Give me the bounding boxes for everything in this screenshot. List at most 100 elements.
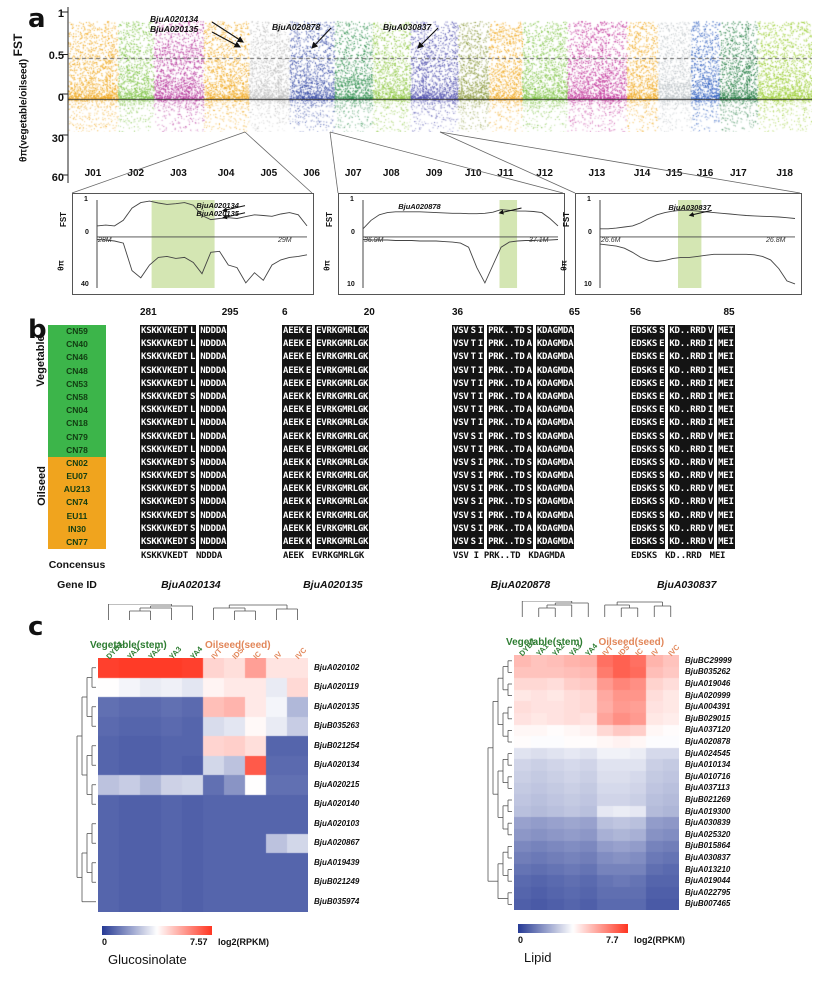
- alignment-gap: [312, 483, 316, 497]
- panel-a-selective-sweep: a FST θπ(vegetable/oilseed) 1 0.5 0 30 6…: [0, 0, 824, 305]
- alignment-seg-suffix: KDAGMDA: [535, 483, 575, 497]
- alignment-gap: [532, 443, 536, 457]
- alignment-row: VSV S I PRK..TD A KDAGMDA: [452, 522, 575, 536]
- chromosome-label-J10: J10: [464, 168, 482, 179]
- alignment-variant: E: [304, 325, 313, 339]
- inset-pi-curve: [96, 239, 308, 284]
- alignment-row: EDSKS S KD..RRD V MEI: [630, 496, 735, 510]
- alignment-seg-mid2: PRK..TD: [487, 509, 526, 523]
- heatmap-row-label-BjuA030837: BjuA030837: [685, 853, 731, 862]
- colorbar-min-lipid: 0: [518, 935, 524, 946]
- alignment-seg-mid: KD..RRD: [668, 338, 707, 352]
- accession-label-CN40: CN40: [48, 338, 106, 352]
- alignment-seg-mid1: I: [476, 483, 485, 497]
- inset-1-gene-label-BjuA020134: BjuA020134: [196, 201, 239, 210]
- alignment-gap: [665, 417, 669, 431]
- alignment-seg-mid: KD..RRD: [668, 430, 707, 444]
- alignment-gap: [312, 509, 316, 523]
- alignment-variant: E: [304, 351, 313, 365]
- heatmap-row-label-BjuA020102: BjuA020102: [314, 662, 360, 672]
- inset-pi-curve: [362, 239, 559, 284]
- alignment-gap: [665, 456, 669, 471]
- alignment-row: EDSKS E KD..RRD I MEI: [630, 364, 735, 378]
- alignment-seg-prefix: KSKKVKEDT: [140, 377, 189, 391]
- alignment-gap: [665, 351, 669, 365]
- alignment-variant-a: S: [469, 536, 477, 550]
- alignment-row: AEEK E EVRKGMRLGK: [282, 377, 370, 391]
- alignment-row: EDSKS E KD..RRD I MEI: [630, 338, 735, 352]
- alignment-seg-mid1: I: [476, 364, 485, 378]
- alignment-seg-suffix: KDAGMDA: [535, 325, 575, 339]
- alignment-gap: [714, 377, 718, 391]
- consensus-gap: [304, 549, 308, 564]
- chromosome-label-J02: J02: [127, 168, 145, 179]
- consensus-gap: [479, 549, 483, 564]
- alignment-seg-suffix: NDDDA: [199, 430, 228, 444]
- alignment-seg-mid1: I: [476, 377, 485, 391]
- alignment-seg-suffix: KDAGMDA: [535, 443, 575, 457]
- heatmap-row-label-BjuBC29999: BjuBC29999: [685, 655, 732, 665]
- alignment-variant-b: S: [525, 456, 533, 471]
- alignment-seg-mid2: PRK..TD: [487, 483, 526, 497]
- alignment-seg-prefix: VSV: [452, 377, 470, 391]
- alignment-row: AEEK E EVRKGMRLGK: [282, 443, 370, 457]
- manhattan-plot: [68, 12, 812, 132]
- alignment-seg-prefix: VSV: [452, 522, 470, 536]
- heatmap-group-label-vegetable-lipid: Vegetable(stem): [506, 637, 583, 648]
- chromosome-label-J04: J04: [217, 168, 235, 179]
- alignment-gap: [484, 522, 488, 536]
- alignment-gap: [532, 456, 536, 471]
- alignment-seg-suffix: EVRKGMRLGK: [315, 377, 370, 391]
- alignment-gap: [532, 417, 536, 431]
- consensus-gap: [307, 549, 311, 564]
- alignment-gap: [312, 404, 316, 418]
- chromosome-label-J13: J13: [588, 168, 606, 179]
- alignment-row: KSKKVKEDT S NDDDA: [140, 470, 228, 484]
- alignment-seg-suffix: EVRKGMRLGK: [315, 522, 370, 536]
- alignment-gap: [196, 522, 200, 536]
- inset-3-pi-axis-title: θπ: [559, 260, 569, 271]
- alignment-gene-id-BjuA020135: BjuA020135: [303, 579, 363, 591]
- alignment-variant-a: T: [469, 404, 477, 418]
- consensus-mid: KD..RRD: [664, 549, 703, 564]
- alignment-seg-suffix: MEI: [717, 377, 735, 391]
- alignment-seg-mid: KD..RRD: [668, 509, 707, 523]
- alignment-seg-suffix: KDAGMDA: [535, 536, 575, 550]
- alignment-seg-prefix: AEEK: [282, 522, 305, 536]
- alignment-gap: [196, 483, 200, 497]
- alignment-seg-prefix: EDSKS: [630, 377, 659, 391]
- alignment-seg-prefix: AEEK: [282, 338, 305, 352]
- consensus-row-BjuA020878: VSV I PRK..TD KDAGMDA: [452, 549, 574, 564]
- alignment-seg-suffix: MEI: [717, 430, 735, 444]
- inset-fst-curve: [362, 209, 559, 230]
- alignment-gene-id-BjuA030837: BjuA030837: [656, 579, 717, 591]
- alignment-gap: [665, 496, 669, 510]
- alignment-gap: [665, 470, 669, 484]
- alignment-gap: [484, 470, 488, 484]
- consensus-row-BjuA020135: AEEK EVRKGMRLGK: [282, 549, 369, 564]
- alignment-gap: [196, 509, 200, 523]
- alignment-seg-prefix: KSKKVKEDT: [140, 390, 189, 405]
- alignment-gap: [714, 483, 718, 497]
- alignment-seg-prefix: VSV: [452, 483, 470, 497]
- heatmap-row-label-BjuB007465: BjuB007465: [685, 899, 731, 909]
- alignment-seg-mid: KD..RRD: [668, 364, 707, 378]
- alignment-start-pos-BjuA030837: 56: [630, 307, 642, 318]
- consensus-prefix: VSV: [452, 549, 470, 564]
- alignment-variant-a: S: [658, 483, 666, 497]
- alignment-seg-mid2: PRK..TD: [487, 470, 526, 484]
- alignment-row: VSV S I PRK..TD S KDAGMDA: [452, 483, 575, 497]
- alignment-variant-b: S: [525, 470, 533, 484]
- colorbar-unit-glucosinolate: log2(RPKM): [218, 936, 269, 947]
- alignment-variant: L: [188, 338, 197, 352]
- pi-axis-title: θπ(vegetable/oilseed): [18, 58, 30, 163]
- heatmap-row-label-BjuA013210: BjuA013210: [685, 864, 731, 874]
- inset-1-pi-tick-bottom: 40: [81, 281, 89, 288]
- chromosome-label-J18: J18: [776, 168, 793, 179]
- inset-3-fst-tick-zero: 0: [588, 229, 592, 236]
- alignment-variant: K: [304, 390, 313, 405]
- inset-fst-curve: [600, 209, 796, 230]
- alignment-row: VSV S I PRK..TD S KDAGMDA: [452, 470, 575, 484]
- column-dendrogram-glucosinolate: [108, 604, 298, 620]
- alignment-gap: [484, 364, 488, 378]
